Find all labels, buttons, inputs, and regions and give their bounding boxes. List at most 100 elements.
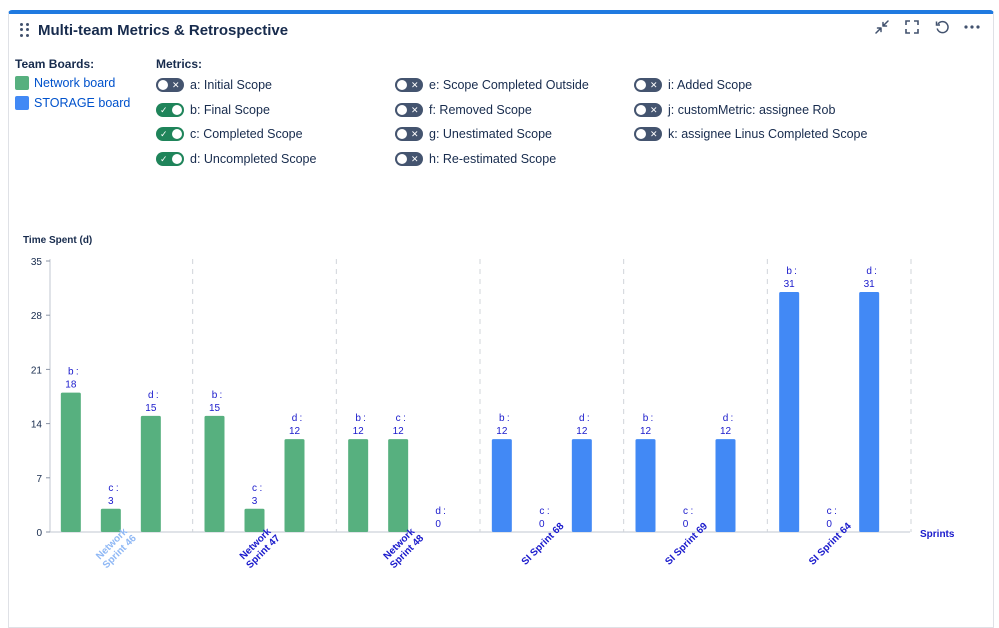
toggle-off-icon[interactable]: ✕	[156, 78, 184, 93]
y-tick-label: 7	[36, 474, 42, 485]
bar-value-label: 3	[108, 496, 114, 507]
refresh-icon[interactable]	[933, 18, 951, 36]
metric-toggle-a[interactable]: ✕ a: Initial Scope	[156, 73, 395, 98]
bar-value-label: 31	[864, 279, 876, 290]
metric-toggle-f[interactable]: ✕ f: Removed Scope	[395, 98, 634, 123]
bar-label-colon: :	[691, 506, 694, 517]
toggle-on-icon[interactable]: ✓	[156, 102, 184, 117]
bar-value-label: 0	[539, 519, 545, 530]
bar-series-label: c	[827, 506, 832, 517]
more-icon[interactable]	[963, 18, 981, 36]
bar-b	[491, 439, 512, 532]
bar-value-label: 0	[826, 519, 832, 530]
metric-toggle-k[interactable]: ✕ k: assignee Linus Completed Scope	[634, 122, 873, 147]
bar-label-colon: :	[443, 506, 446, 517]
bar-label-colon: :	[874, 266, 877, 277]
bar-value-label: 12	[576, 426, 588, 437]
bar-d	[140, 415, 161, 532]
bar-c	[100, 508, 121, 532]
bar-series-label: b	[355, 413, 361, 424]
bar-b	[779, 291, 800, 532]
bar-series-label: d	[579, 413, 585, 424]
board-network-label: Network board	[34, 76, 116, 90]
bar-value-label: 12	[289, 426, 301, 437]
bar-series-label: d	[148, 390, 154, 401]
metric-toggle-e[interactable]: ✕ e: Scope Completed Outside	[395, 73, 634, 98]
toggle-off-icon[interactable]: ✕	[634, 127, 662, 142]
y-tick-label: 21	[31, 365, 43, 376]
bar-series-label: d	[292, 413, 298, 424]
metric-label: a: Initial Scope	[190, 78, 272, 93]
metric-label: d: Uncompleted Scope	[190, 151, 317, 166]
metric-label: f: Removed Scope	[429, 102, 532, 117]
bar-c	[244, 508, 265, 532]
toggle-on-icon[interactable]: ✓	[156, 127, 184, 142]
toggle-off-icon[interactable]: ✕	[395, 78, 423, 93]
time-spent-chart: Time Spent (d)0714212835b:18c:3d:15Netwo…	[23, 235, 955, 571]
metric-label: e: Scope Completed Outside	[429, 78, 589, 93]
metric-toggle-h[interactable]: ✕ h: Re-estimated Scope	[395, 147, 634, 172]
team-boards-label: Team Boards:	[15, 57, 95, 71]
metric-label: k: assignee Linus Completed Scope	[668, 127, 868, 142]
card-title: Multi-team Metrics & Retrospective	[38, 21, 289, 39]
metric-label: i: Added Scope	[668, 78, 753, 93]
bar-value-label: 3	[252, 496, 258, 507]
board-storage-swatch	[15, 96, 29, 110]
bar-value-label: 15	[209, 403, 221, 414]
bar-label-colon: :	[507, 413, 510, 424]
board-storage-label: STORAGE board	[34, 96, 131, 110]
y-tick-label: 35	[31, 257, 43, 268]
metric-label: b: Final Scope	[190, 102, 270, 117]
metric-toggle-d[interactable]: ✓ d: Uncompleted Scope	[156, 147, 395, 172]
board-storage[interactable]: STORAGE board	[15, 95, 130, 111]
board-network[interactable]: Network board	[15, 75, 130, 91]
bar-series-label: b	[643, 413, 649, 424]
bar-series-label: b	[212, 390, 218, 401]
metric-toggle-i[interactable]: ✕ i: Added Scope	[634, 73, 873, 98]
bar-series-label: b	[499, 413, 505, 424]
minimize-icon[interactable]	[873, 18, 891, 36]
bar-label-colon: :	[651, 413, 654, 424]
fullscreen-icon[interactable]	[903, 18, 921, 36]
metric-label: h: Re-estimated Scope	[429, 151, 557, 166]
metric-label: j: customMetric: assignee Rob	[668, 102, 836, 117]
bar-b	[204, 415, 225, 532]
toggle-off-icon[interactable]: ✕	[395, 102, 423, 117]
bar-series-label: d	[435, 506, 441, 517]
bar-value-label: 12	[393, 426, 405, 437]
bar-series-label: c	[252, 483, 257, 494]
toggle-off-icon[interactable]: ✕	[634, 78, 662, 93]
metrics-legend: Metrics: ✕ a: Initial Scope ✕ e: Scope Comp…	[156, 57, 876, 171]
x-axis-label: Sprints	[920, 529, 955, 540]
y-tick-label: 0	[36, 528, 42, 539]
bar-label-colon: :	[156, 390, 159, 401]
bar-c	[388, 439, 409, 532]
bar-label-colon: :	[116, 483, 119, 494]
metrics-label: Metrics:	[156, 57, 203, 71]
bar-d	[284, 439, 305, 532]
toggle-off-icon[interactable]: ✕	[634, 102, 662, 117]
bar-b	[635, 439, 656, 532]
bar-value-label: 12	[720, 426, 732, 437]
bar-label-colon: :	[220, 390, 223, 401]
bar-value-label: 12	[640, 426, 652, 437]
bar-series-label: b	[786, 266, 792, 277]
metric-toggle-g[interactable]: ✕ g: Unestimated Scope	[395, 122, 634, 147]
card-header: Multi-team Metrics & Retrospective	[20, 18, 288, 42]
toggle-off-icon[interactable]: ✕	[395, 127, 423, 142]
bar-value-label: 31	[784, 279, 796, 290]
board-network-swatch	[15, 76, 29, 90]
toggle-off-icon[interactable]: ✕	[395, 151, 423, 166]
bar-series-label: d	[723, 413, 729, 424]
bar-series-label: c	[108, 483, 113, 494]
drag-handle-icon[interactable]	[20, 23, 30, 37]
metric-toggle-c[interactable]: ✓ c: Completed Scope	[156, 122, 395, 147]
metric-toggle-j[interactable]: ✕ j: customMetric: assignee Rob	[634, 98, 873, 123]
bar-label-colon: :	[76, 367, 79, 378]
toggle-on-icon[interactable]: ✓	[156, 151, 184, 166]
bar-d	[715, 439, 736, 532]
bar-label-colon: :	[403, 413, 406, 424]
bar-label-colon: :	[731, 413, 734, 424]
metric-toggle-b[interactable]: ✓ b: Final Scope	[156, 98, 395, 123]
bar-value-label: 0	[683, 519, 689, 530]
